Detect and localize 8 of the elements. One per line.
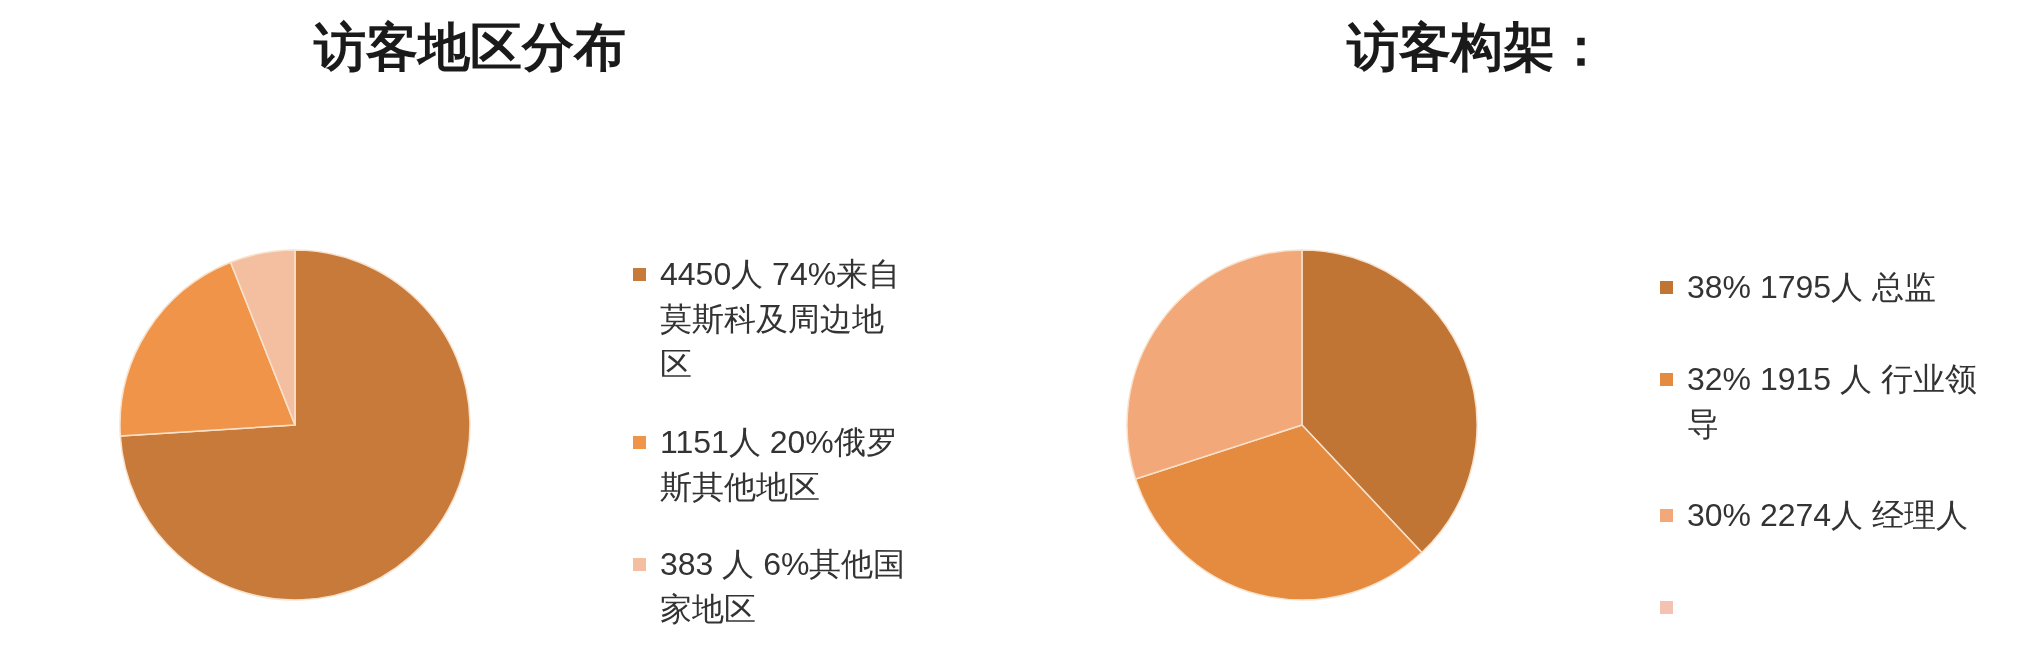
legend-label: 32% 1915 人 行业领导 xyxy=(1687,359,1978,444)
legend-label: 383 人 6%其他国家地区 xyxy=(660,545,907,629)
legend-label: 1151人 20%俄罗斯其他地区 xyxy=(660,422,899,507)
chart-title: 访客地区分布 xyxy=(314,18,626,78)
legend-label: 38% 1795人 总监 xyxy=(1687,268,1937,307)
legend-label: 4450人 74%来自莫斯科及周边地区 xyxy=(660,255,902,384)
chart-title: 访客构架： xyxy=(1347,18,1607,78)
legend-label: 30% 2274人 经理人 xyxy=(1687,496,1969,536)
